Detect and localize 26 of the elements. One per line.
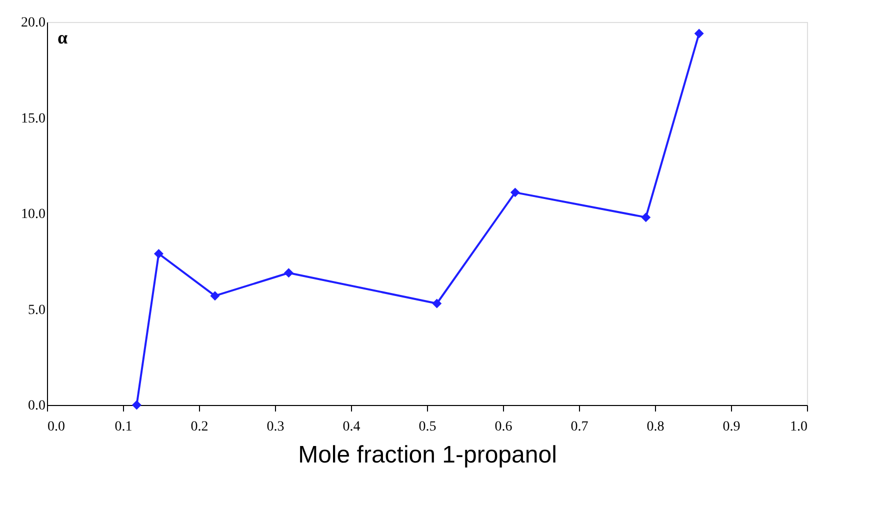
y-axis-title: α <box>58 28 68 48</box>
point <box>641 212 651 222</box>
point <box>132 400 142 410</box>
x-axis-title: Mole fraction 1-propanol <box>298 442 557 468</box>
x-tick-label: 0.7 <box>570 420 588 434</box>
x-tick-label: 0.2 <box>190 420 208 434</box>
x-tick-label: 0.0 <box>48 420 65 434</box>
point <box>432 298 442 308</box>
x-tick-label: 0.1 <box>114 420 132 434</box>
y-tick-label: 0.0 <box>28 398 46 414</box>
point <box>510 188 520 198</box>
x-tick-label: 0.9 <box>722 420 740 434</box>
x-tick-label: 0.5 <box>418 420 436 434</box>
y-tick-label: 15.0 <box>21 111 46 126</box>
point <box>694 28 704 38</box>
y-tick-label: 5.0 <box>28 302 46 318</box>
x-tick-label: 1.0 <box>790 420 808 434</box>
point <box>154 248 164 258</box>
x-tick-label: 0.8 <box>646 420 664 434</box>
y-tick-label: 10.0 <box>21 207 46 222</box>
x-tick-label: 0.4 <box>342 420 360 434</box>
x-tick-label: 0.3 <box>266 420 284 434</box>
y-tick-label: 20.0 <box>21 16 46 30</box>
point <box>210 291 220 301</box>
x-tick-label: 0.6 <box>494 420 512 434</box>
point <box>284 268 294 278</box>
